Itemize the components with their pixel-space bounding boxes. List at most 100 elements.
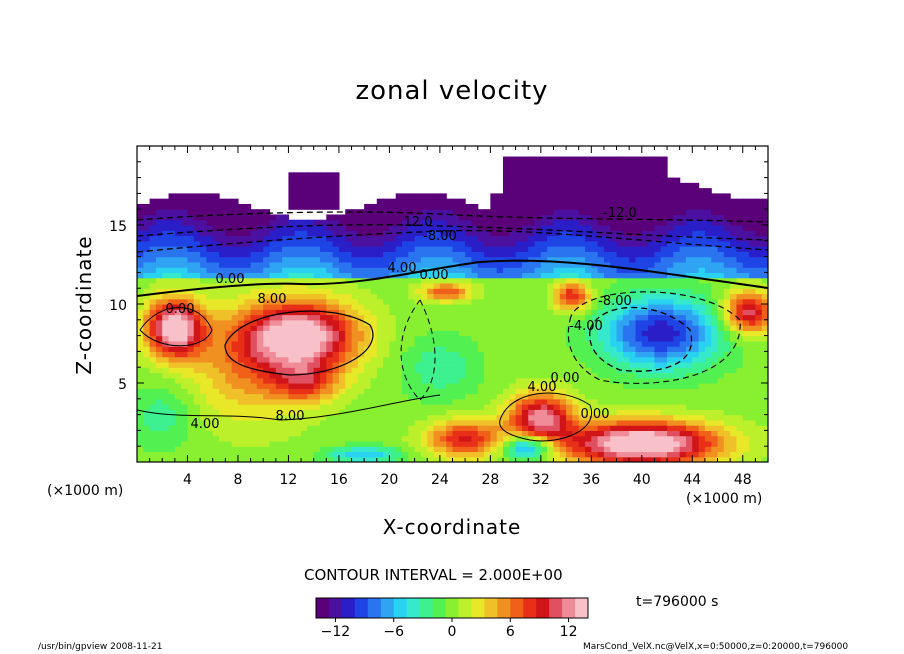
field-cell bbox=[496, 209, 504, 216]
field-cell bbox=[237, 346, 245, 352]
field-cell bbox=[603, 256, 611, 263]
field-cell bbox=[351, 319, 359, 326]
field-cell bbox=[698, 440, 706, 447]
field-cell bbox=[383, 240, 390, 247]
field-cell bbox=[307, 225, 315, 231]
field-cell bbox=[534, 282, 542, 289]
field-cell bbox=[597, 156, 605, 163]
field-cell bbox=[206, 435, 214, 442]
field-cell bbox=[187, 319, 195, 326]
field-cell bbox=[332, 230, 340, 237]
field-cell bbox=[313, 230, 321, 237]
field-cell bbox=[534, 414, 542, 421]
field-cell bbox=[414, 288, 422, 295]
field-cell bbox=[174, 419, 182, 426]
field-cell bbox=[446, 219, 454, 226]
field-cell bbox=[137, 409, 144, 416]
field-cell bbox=[313, 356, 321, 363]
field-cell bbox=[149, 219, 157, 226]
field-cell bbox=[446, 325, 454, 331]
field-cell bbox=[294, 256, 302, 263]
field-cell bbox=[357, 293, 365, 300]
field-cell bbox=[275, 282, 283, 289]
field-cell bbox=[326, 240, 334, 247]
field-cell bbox=[591, 388, 599, 395]
field-cell bbox=[572, 446, 580, 453]
field-cell bbox=[137, 335, 144, 342]
field-cell bbox=[301, 319, 308, 326]
field-cell bbox=[610, 356, 618, 363]
field-cell bbox=[420, 346, 428, 352]
field-cell bbox=[654, 156, 662, 163]
field-cell bbox=[648, 419, 656, 426]
field-cell bbox=[395, 282, 403, 289]
field-cell bbox=[496, 293, 504, 300]
field-cell bbox=[540, 203, 548, 210]
field-cell bbox=[370, 388, 378, 395]
field-cell bbox=[370, 272, 378, 279]
field-cell bbox=[288, 240, 296, 247]
field-cell bbox=[446, 440, 454, 447]
field-cell bbox=[357, 419, 365, 426]
field-cell bbox=[433, 340, 441, 347]
field-cell bbox=[654, 251, 662, 258]
field-cell bbox=[212, 383, 220, 389]
field-cell bbox=[332, 340, 340, 347]
field-cell bbox=[622, 267, 630, 273]
field-cell bbox=[275, 361, 283, 368]
field-cell bbox=[540, 346, 548, 352]
field-cell bbox=[395, 277, 403, 284]
field-cell bbox=[603, 304, 611, 310]
field-cell bbox=[162, 446, 170, 453]
field-cell bbox=[610, 314, 618, 321]
field-cell bbox=[357, 388, 365, 395]
field-cell bbox=[547, 377, 555, 384]
field-cell bbox=[711, 219, 719, 226]
field-cell bbox=[484, 383, 491, 389]
field-cell bbox=[515, 419, 523, 426]
field-cell bbox=[225, 330, 233, 337]
field-cell bbox=[149, 214, 157, 221]
field-cell bbox=[294, 456, 302, 462]
field-cell bbox=[351, 282, 359, 289]
field-cell bbox=[427, 430, 435, 437]
field-cell bbox=[319, 288, 327, 295]
field-cell bbox=[174, 430, 182, 437]
field-cell bbox=[610, 251, 618, 258]
field-cell bbox=[288, 256, 296, 263]
field-cell bbox=[484, 288, 491, 295]
field-cell bbox=[540, 298, 548, 305]
field-cell bbox=[376, 246, 384, 252]
field-cell bbox=[200, 361, 208, 368]
field-cell bbox=[730, 304, 738, 310]
field-cell bbox=[376, 225, 384, 231]
field-cell bbox=[477, 398, 485, 405]
field-cell bbox=[427, 203, 435, 210]
field-cell bbox=[515, 246, 523, 252]
field-cell bbox=[660, 298, 668, 305]
field-cell bbox=[521, 161, 529, 168]
field-cell bbox=[685, 293, 693, 300]
field-cell bbox=[591, 340, 599, 347]
field-cell bbox=[275, 251, 283, 258]
field-cell bbox=[698, 304, 706, 310]
field-cell bbox=[269, 372, 277, 379]
field-cell bbox=[174, 309, 182, 316]
field-cell bbox=[206, 246, 214, 252]
field-cell bbox=[414, 361, 422, 368]
field-cell bbox=[654, 177, 662, 184]
field-cell bbox=[294, 193, 302, 200]
field-cell bbox=[591, 377, 599, 384]
field-cell bbox=[654, 451, 662, 458]
field-cell bbox=[502, 393, 510, 400]
field-cell bbox=[433, 330, 441, 337]
field-cell bbox=[717, 356, 725, 363]
field-cell bbox=[263, 230, 271, 237]
field-cell bbox=[181, 404, 189, 410]
field-cell bbox=[427, 246, 435, 252]
field-cell bbox=[553, 172, 561, 179]
field-cell bbox=[496, 288, 504, 295]
field-cell bbox=[439, 372, 447, 379]
field-cell bbox=[572, 351, 580, 358]
field-cell bbox=[717, 282, 725, 289]
